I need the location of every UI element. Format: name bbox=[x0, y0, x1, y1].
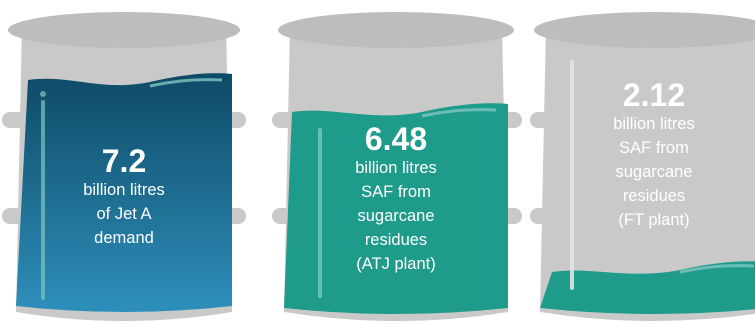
barrel-3-line: sugarcane bbox=[615, 163, 693, 181]
liquid-fill bbox=[16, 73, 232, 312]
barrel-3-graphic bbox=[530, 12, 755, 321]
barrel-highlight bbox=[41, 100, 45, 300]
barrel-3-line: residues bbox=[622, 187, 686, 205]
surface-highlight bbox=[679, 264, 755, 274]
surface-highlight bbox=[149, 78, 223, 88]
barrel-3-line: (FT plant) bbox=[618, 211, 690, 229]
barrel-1-graphic bbox=[2, 12, 246, 321]
barrel-2-line: residues bbox=[364, 231, 428, 249]
liquid-fill bbox=[284, 103, 508, 314]
barrel-2-label: 6.48 billion litres SAF from sugarcane r… bbox=[296, 122, 496, 276]
barrel-rim bbox=[534, 12, 755, 48]
barrel-saf-ft: 2.12 billion litres SAF from sugarcane r… bbox=[530, 0, 755, 327]
barrel-3-line: billion litres bbox=[613, 115, 695, 133]
barrel-2-line: SAF from bbox=[361, 183, 431, 201]
barrel-1-line: of Jet A bbox=[96, 205, 152, 223]
barrel-3-label: 2.12 billion litres SAF from sugarcane r… bbox=[554, 78, 754, 232]
barrel-highlight-dot bbox=[40, 91, 46, 97]
barrel-saf-atj: 6.48 billion litres SAF from sugarcane r… bbox=[272, 0, 522, 327]
barrel-3-line: SAF from bbox=[619, 139, 689, 157]
barrel-jet-a-demand: 7.2 billion litres of Jet A demand bbox=[0, 0, 250, 327]
barrel-3-value: 2.12 bbox=[622, 77, 686, 113]
barrel-2-value: 6.48 bbox=[364, 121, 428, 157]
barrel-1-line: billion litres bbox=[83, 181, 165, 199]
barrel-rim bbox=[8, 12, 240, 48]
surface-highlight bbox=[421, 108, 497, 118]
barrel-body bbox=[540, 15, 755, 321]
barrel-highlight bbox=[570, 60, 574, 290]
barrel-1-value: 7.2 bbox=[101, 143, 147, 179]
barrel-highlight bbox=[318, 128, 322, 298]
barrel-rim bbox=[278, 12, 514, 48]
barrel-2-graphic bbox=[272, 12, 522, 321]
barrel-2-line: (ATJ plant) bbox=[356, 255, 436, 273]
liquid-fill bbox=[540, 261, 755, 314]
barrel-1-line: demand bbox=[94, 229, 154, 247]
barrel-1-label: 7.2 billion litres of Jet A demand bbox=[24, 144, 224, 250]
barrel-2-line: sugarcane bbox=[357, 207, 435, 225]
barrel-2-line: billion litres bbox=[355, 159, 437, 177]
